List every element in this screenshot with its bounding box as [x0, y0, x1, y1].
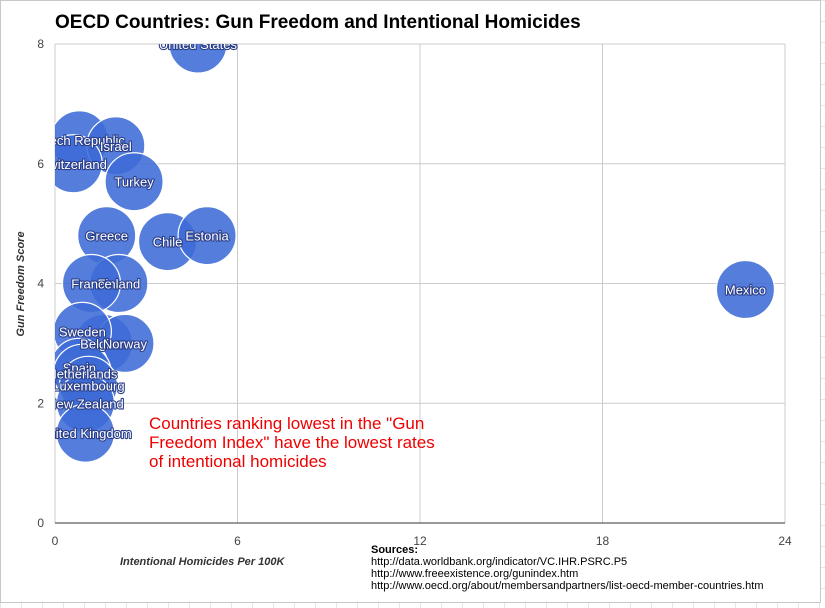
y-tick-label: 2: [37, 396, 44, 410]
bubble-label: Spain: [63, 360, 96, 375]
bubble-label: France: [71, 277, 111, 292]
y-tick-label: 6: [37, 157, 44, 171]
chart-annotation: Countries ranking lowest in the "Gun Fre…: [149, 414, 435, 471]
y-tick-label: 8: [37, 37, 44, 51]
bubble-label: New Zealand: [47, 396, 124, 411]
bubble-label: Sweden: [59, 324, 106, 339]
bubble-label: Netherlands: [47, 366, 118, 381]
x-tick-label: 6: [234, 534, 241, 548]
y-tick-label: 4: [37, 277, 44, 291]
bubble-label: Norway: [103, 336, 148, 351]
x-tick-label: 24: [778, 534, 792, 548]
bubble-label: Israel: [100, 139, 132, 154]
chart-title: OECD Countries: Gun Freedom and Intentio…: [55, 12, 581, 33]
bubble-label: Belgium: [80, 336, 127, 351]
bubble-point[interactable]: [104, 152, 164, 212]
bubble-point[interactable]: [55, 403, 116, 463]
x-tick-label: 12: [413, 534, 427, 548]
x-axis-label: Intentional Homicides Per 100K: [120, 556, 285, 568]
bubble-label: Estonia: [185, 229, 229, 244]
y-tick-label: 0: [37, 516, 44, 530]
source-link: http://www.freeexistence.org/gunindex.ht…: [371, 568, 579, 580]
bubble-label: Turkey: [114, 175, 154, 190]
bubble-label: Luxembourg: [52, 378, 124, 393]
bubble-label: Czech Republic: [34, 133, 126, 148]
bubble-point[interactable]: [177, 206, 237, 266]
source-link: http://data.worldbank.org/indicator/VC.I…: [371, 556, 628, 568]
bubble-label: Greece: [85, 229, 128, 244]
sources-block: Sources: http://data.worldbank.org/indic…: [371, 544, 764, 592]
y-axis-label: Gun Freedom Score: [15, 231, 27, 337]
sources-title: Sources:: [371, 544, 419, 556]
bubble-point[interactable]: [168, 15, 228, 74]
bubble-point[interactable]: [44, 134, 103, 194]
bubble-label: Chile: [153, 235, 183, 250]
bubble-point[interactable]: [715, 259, 776, 320]
bubble-label: United States: [159, 37, 238, 52]
bubble-label: Switzerland: [40, 157, 107, 172]
bubble-label: United Kingdom: [39, 426, 132, 441]
bubbles: [44, 15, 776, 463]
x-tick-label: 18: [596, 534, 610, 548]
source-link: http://www.oecd.org/about/membersandpart…: [371, 580, 764, 592]
x-tick-label: 0: [52, 534, 59, 548]
bubble-label: Mexico: [725, 282, 766, 297]
bubble-label: Finland: [98, 277, 141, 292]
